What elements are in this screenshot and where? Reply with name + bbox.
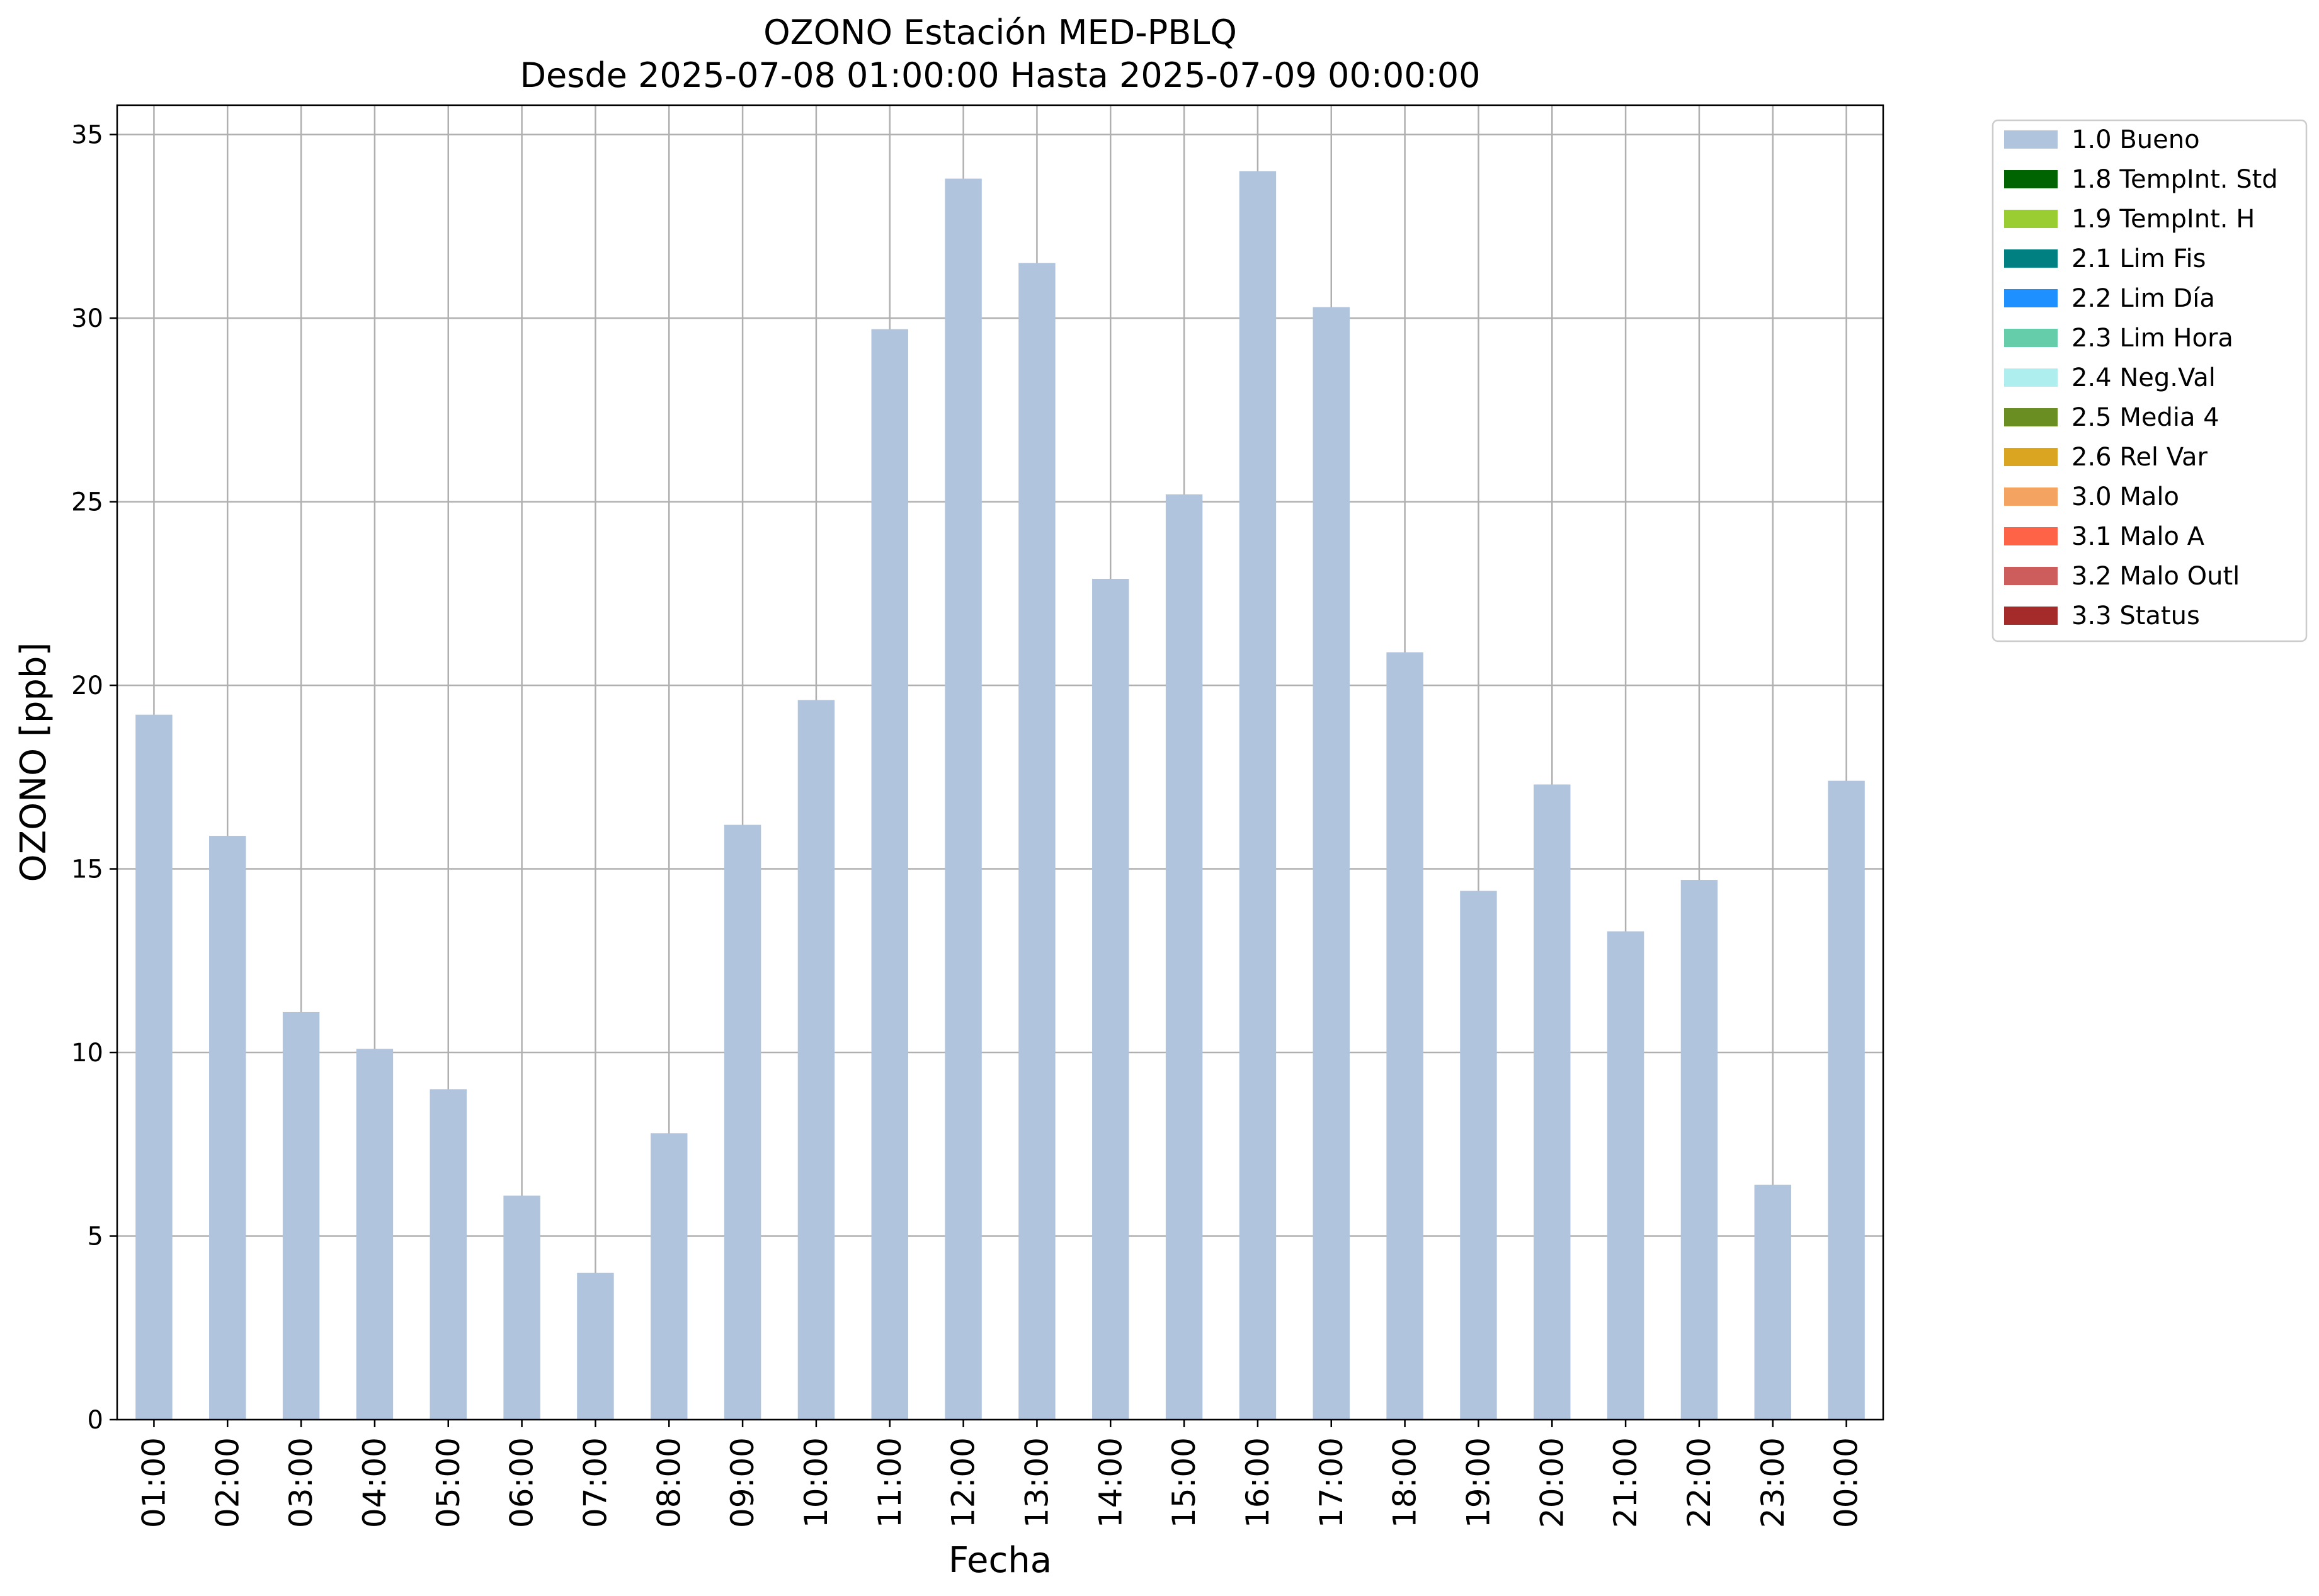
bar-03:00 bbox=[282, 1012, 320, 1420]
x-tick-label: 00:00 bbox=[1828, 1437, 1865, 1528]
x-tick-label: 03:00 bbox=[283, 1437, 319, 1528]
y-tick-label: 35 bbox=[71, 121, 103, 150]
bar-21:00 bbox=[1607, 931, 1644, 1420]
bar-01:00 bbox=[135, 714, 173, 1420]
legend-label: 2.6 Rel Var bbox=[2071, 443, 2208, 472]
y-tick-label: 25 bbox=[71, 488, 103, 517]
x-tick-label: 13:00 bbox=[1018, 1437, 1055, 1528]
bar-15:00 bbox=[1165, 494, 1203, 1420]
legend-label: 2.2 Lim Día bbox=[2071, 284, 2215, 313]
legend-swatch bbox=[2004, 210, 2058, 228]
x-tick-label: 21:00 bbox=[1607, 1437, 1644, 1528]
bar-12:00 bbox=[945, 178, 982, 1420]
bar-04:00 bbox=[356, 1049, 394, 1420]
y-tick-label: 5 bbox=[88, 1223, 103, 1251]
legend-swatch bbox=[2004, 368, 2058, 387]
legend-swatch bbox=[2004, 329, 2058, 347]
bar-14:00 bbox=[1092, 579, 1129, 1420]
x-tick-label: 10:00 bbox=[798, 1437, 835, 1528]
x-tick-label: 15:00 bbox=[1166, 1437, 1202, 1528]
bar-22:00 bbox=[1680, 880, 1718, 1420]
bar-08:00 bbox=[651, 1133, 688, 1420]
legend-swatch bbox=[2004, 170, 2058, 188]
bar-19:00 bbox=[1460, 891, 1497, 1420]
bar-13:00 bbox=[1018, 263, 1056, 1420]
x-tick-label: 23:00 bbox=[1755, 1437, 1791, 1528]
legend-label: 2.3 Lim Hora bbox=[2071, 324, 2233, 353]
legend-swatch bbox=[2004, 487, 2058, 506]
x-tick-label: 14:00 bbox=[1092, 1437, 1129, 1528]
legend-label: 1.8 TempInt. Std bbox=[2071, 165, 2278, 194]
x-tick-label: 05:00 bbox=[430, 1437, 467, 1528]
chart-subtitle: Desde 2025-07-08 01:00:00 Hasta 2025-07-… bbox=[520, 55, 1480, 95]
bar-02:00 bbox=[209, 836, 246, 1420]
x-tick-label: 16:00 bbox=[1239, 1437, 1276, 1528]
legend: 1.0 Bueno 1.8 TempInt. Std 1.9 TempInt. H 2… bbox=[1991, 119, 2308, 642]
bar-16:00 bbox=[1239, 171, 1277, 1420]
x-tick-label: 11:00 bbox=[872, 1437, 908, 1528]
y-axis-label: OZONO [ppb] bbox=[13, 642, 54, 882]
bar-20:00 bbox=[1534, 784, 1571, 1420]
x-tick-label: 12:00 bbox=[945, 1437, 982, 1528]
chart-title: OZONO Estación MED-PBLQ bbox=[763, 13, 1237, 52]
legend-swatch bbox=[2004, 567, 2058, 585]
bar-18:00 bbox=[1386, 652, 1423, 1420]
bar-17:00 bbox=[1313, 307, 1350, 1420]
y-tick-label: 0 bbox=[88, 1406, 103, 1435]
legend-swatch bbox=[2004, 130, 2058, 149]
x-tick-label: 07:00 bbox=[577, 1437, 613, 1528]
legend-swatch bbox=[2004, 249, 2058, 268]
legend-label: 3.3 Status bbox=[2071, 601, 2200, 630]
bar-00:00 bbox=[1828, 780, 1865, 1420]
x-tick-label: 01:00 bbox=[135, 1437, 172, 1528]
x-axis-label: Fecha bbox=[949, 1540, 1052, 1581]
legend-label: 2.4 Neg.Val bbox=[2071, 363, 2216, 392]
plot-frame bbox=[116, 104, 1884, 1421]
x-tick-label: 20:00 bbox=[1534, 1437, 1570, 1528]
bar-23:00 bbox=[1754, 1184, 1791, 1420]
legend-label: 3.1 Malo A bbox=[2071, 522, 2205, 551]
legend-label: 3.2 Malo Outl bbox=[2071, 562, 2240, 591]
legend-swatch bbox=[2004, 527, 2058, 545]
legend-frame bbox=[1991, 119, 2308, 642]
y-tick-label: 15 bbox=[71, 855, 103, 884]
x-tick-label: 18:00 bbox=[1387, 1437, 1423, 1528]
bar-09:00 bbox=[724, 824, 761, 1420]
x-tick-label: 09:00 bbox=[724, 1437, 761, 1528]
legend-label: 3.0 Malo bbox=[2071, 482, 2179, 511]
legend-swatch bbox=[2004, 408, 2058, 426]
bar-11:00 bbox=[871, 329, 908, 1420]
legend-label: 2.5 Media 4 bbox=[2071, 403, 2219, 432]
x-tick-label: 17:00 bbox=[1313, 1437, 1350, 1528]
y-tick-label: 30 bbox=[71, 304, 103, 333]
x-tick-label: 22:00 bbox=[1681, 1437, 1718, 1528]
y-tick-label: 10 bbox=[71, 1039, 103, 1068]
x-tick-label: 02:00 bbox=[209, 1437, 246, 1528]
bar-06:00 bbox=[503, 1195, 540, 1420]
x-tick-label: 04:00 bbox=[356, 1437, 393, 1528]
x-tick-label: 19:00 bbox=[1460, 1437, 1496, 1528]
legend-label: 2.1 Lim Fis bbox=[2071, 244, 2206, 273]
x-tick-label: 08:00 bbox=[651, 1437, 687, 1528]
legend-label: 1.0 Bueno bbox=[2071, 125, 2200, 154]
bar-10:00 bbox=[797, 700, 835, 1420]
bar-05:00 bbox=[430, 1089, 467, 1420]
legend-label: 1.9 TempInt. H bbox=[2071, 205, 2255, 234]
legend-swatch bbox=[2004, 448, 2058, 466]
bar-07:00 bbox=[577, 1272, 614, 1420]
y-axis-ticks: 0 5 10 15 20 25 30 35 bbox=[71, 121, 117, 1435]
y-tick-label: 20 bbox=[71, 671, 103, 700]
bars bbox=[135, 171, 1865, 1420]
legend-swatch bbox=[2004, 289, 2058, 307]
legend-swatch bbox=[2004, 607, 2058, 625]
x-axis-ticks: 01:00 02:00 03:00 04:00 05:00 06:00 07:00 08:00… bbox=[135, 1420, 1865, 1528]
x-tick-label: 06:00 bbox=[504, 1437, 540, 1528]
